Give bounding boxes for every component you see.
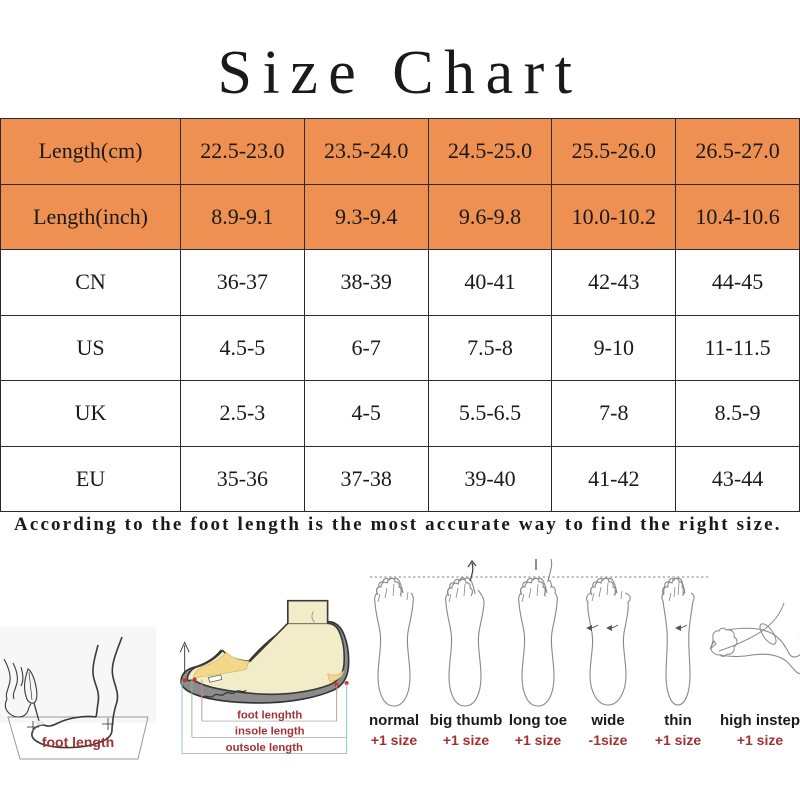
svg-text:wide: wide — [590, 712, 624, 729]
svg-text:+1 size: +1 size — [737, 732, 784, 748]
svg-text:thin: thin — [664, 712, 692, 729]
svg-text:+1 size: +1 size — [515, 732, 562, 748]
svg-text:foot lenghth: foot lenghth — [237, 709, 302, 721]
svg-text:insole length: insole length — [235, 726, 305, 738]
svg-text:+1 size: +1 size — [371, 732, 418, 748]
svg-text:long toe: long toe — [509, 712, 567, 729]
svg-text:high instep: high instep — [720, 712, 800, 729]
svg-text:+1 size: +1 size — [655, 732, 702, 748]
svg-text:foot length: foot length — [42, 734, 114, 750]
svg-text:+1 size: +1 size — [443, 732, 490, 748]
svg-text:normal: normal — [370, 712, 419, 729]
svg-text:big thumb: big thumb — [430, 712, 502, 729]
svg-text:outsole length: outsole length — [226, 742, 303, 754]
svg-text:-1size: -1size — [589, 732, 628, 748]
